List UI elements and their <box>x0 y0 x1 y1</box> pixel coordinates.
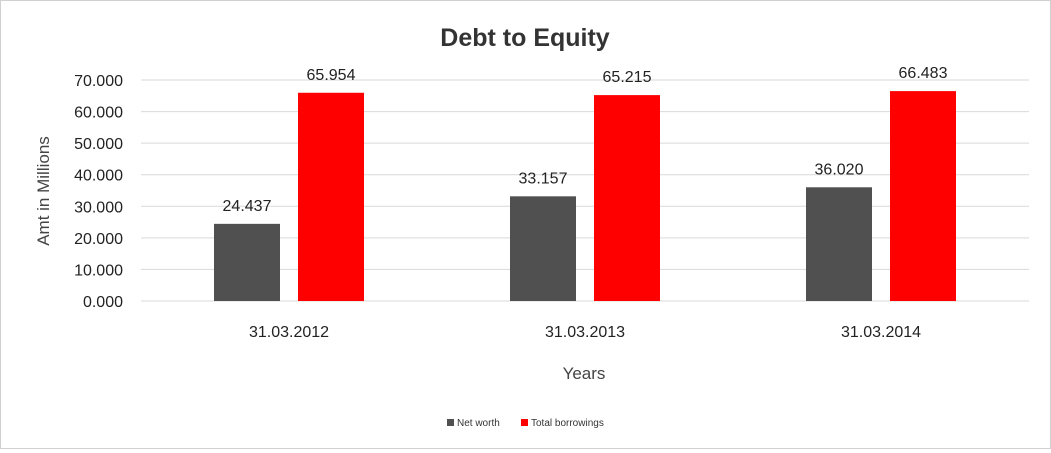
x-tick-label: 31.03.2013 <box>545 324 625 341</box>
y-axis-ticks: 0.000 10.000 20.000 30.000 40.000 50.000 60.00… <box>74 73 123 311</box>
data-labels: 24.437 65.954 33.157 65.215 36.020 66.483 <box>223 65 948 215</box>
y-tick-label: 20.000 <box>74 231 123 248</box>
bar-net-worth <box>806 187 872 301</box>
gridlines <box>141 79 1029 302</box>
x-axis-ticks: 31.03.2012 31.03.2013 31.03.2014 <box>249 324 921 341</box>
y-tick-label: 30.000 <box>74 199 123 216</box>
legend-item: Total borrowings <box>521 418 604 429</box>
data-label: 36.020 <box>815 161 864 178</box>
x-tick-label: 31.03.2014 <box>841 324 921 341</box>
y-axis-label: Amt in Millions <box>34 136 53 246</box>
y-tick-label: 0.000 <box>83 294 123 311</box>
legend-swatch <box>521 419 528 426</box>
chart-title: Debt to Equity <box>440 24 610 52</box>
legend-swatch <box>447 419 454 426</box>
bar-total-borrowings <box>594 95 660 301</box>
legend-label: Net worth <box>457 418 500 429</box>
y-tick-label: 40.000 <box>74 168 123 185</box>
bar-total-borrowings <box>890 91 956 301</box>
legend-item: Net worth <box>447 418 500 429</box>
bar-net-worth <box>214 223 280 301</box>
bars <box>214 91 956 301</box>
data-label: 66.483 <box>899 65 948 82</box>
legend: Net worth Total borrowings <box>447 418 604 429</box>
data-label: 65.954 <box>307 67 356 84</box>
bar-total-borrowings <box>298 92 364 301</box>
data-label: 65.215 <box>603 69 652 86</box>
bar-net-worth <box>510 196 576 301</box>
x-tick-label: 31.03.2012 <box>249 324 329 341</box>
data-label: 24.437 <box>223 198 272 215</box>
y-tick-label: 70.000 <box>74 73 123 90</box>
data-label: 33.157 <box>519 170 568 187</box>
y-tick-label: 50.000 <box>74 136 123 153</box>
y-tick-label: 10.000 <box>74 262 123 279</box>
y-tick-label: 60.000 <box>74 105 123 122</box>
legend-label: Total borrowings <box>531 418 604 429</box>
x-axis-label: Years <box>563 364 606 383</box>
